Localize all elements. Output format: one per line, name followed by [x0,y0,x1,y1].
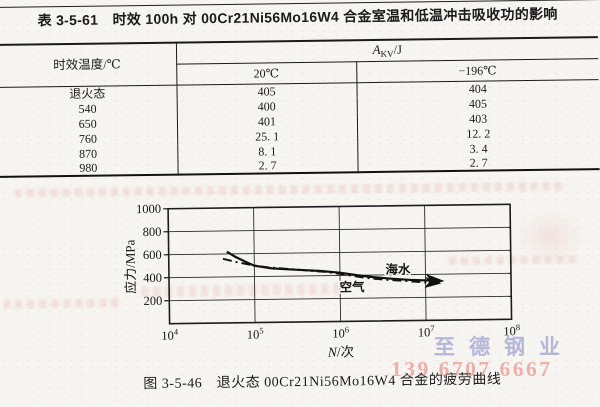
x-tick-label: 108 [503,322,520,338]
x-tick-label: 107 [418,323,435,339]
x-tick-label: 106 [332,324,349,340]
fatigue-chart-svg: 200 400 600 800 1000 104 105 106 107 108 应力/MPa N/次… [120,193,552,375]
x-axis-title: N/次 [327,344,354,359]
x-tick-label: 105 [247,325,264,341]
y-tick-label: 200 [143,294,162,308]
series-label-air: 空气 [340,279,366,294]
akv-symbol: A [373,42,381,57]
akv-subscript: KV [381,49,394,59]
table-title: 表 3-5-61 时效 100h 对 00Cr21Ni56Mo16W4 合金室温… [0,3,598,31]
y-tick-label: 400 [143,271,162,285]
y-tick-label: 600 [143,248,162,262]
y-axis-title: 应力/MPa [122,239,138,294]
akv-unit: /J [393,42,402,56]
y-tick-label: 1000 [136,202,161,216]
x-tick-label: 104 [161,327,179,343]
fatigue-chart: 200 400 600 800 1000 104 105 106 107 108 应力/MPa N/次… [120,193,552,375]
akv-m196c-cell: 2. 7 [357,154,599,172]
akv-20c-cell: 2. 7 [177,157,357,174]
x-gridline [339,206,341,321]
aging-temp-cell: 980 [0,160,178,177]
aging-temp-header: 时效温度/℃ [0,43,176,87]
series-label-seawater: 海水 [385,262,411,277]
bleed-through-row [3,298,123,309]
y-tick-label: 800 [143,225,162,239]
col-header-20c: 20℃ [176,61,356,84]
x-gridline [425,205,427,320]
